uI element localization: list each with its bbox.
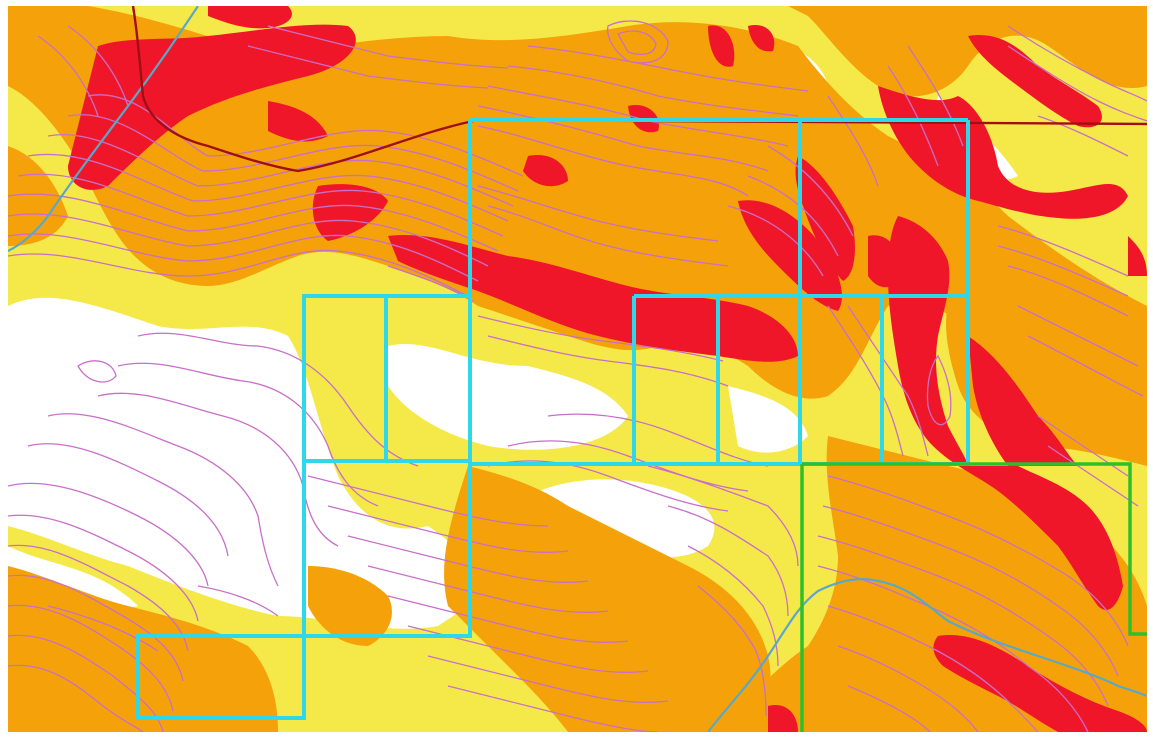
stream-line: [8, 6, 1147, 732]
road-line: [131, 6, 1147, 173]
parcel-outline-main: [136, 120, 970, 720]
contour-lines: [8, 20, 1147, 732]
parcel-boundaries: [136, 118, 970, 720]
map-viewport[interactable]: [8, 6, 1147, 732]
slope-map: [8, 6, 1147, 732]
green-boundary: [800, 462, 1147, 732]
